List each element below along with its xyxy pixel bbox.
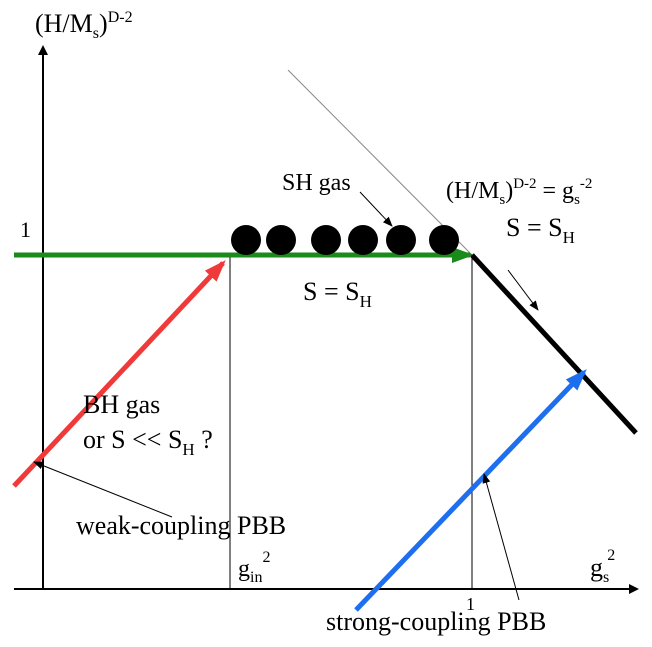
bh-gas-question: or S << SH ? — [83, 425, 213, 459]
thin-diagonal-line — [287, 69, 473, 256]
weak-coupling-label: weak-coupling PBB — [76, 511, 286, 540]
boundary-equation: (H/Ms)D-2 = gs-2 — [446, 176, 592, 208]
boundary-pointer — [507, 269, 539, 311]
weak-coupling-pointer — [33, 461, 173, 518]
strong-coupling-label: strong-coupling PBB — [326, 607, 546, 636]
x-axis-label: gs2 — [590, 547, 615, 586]
s-equals-sh-right: S = SH — [506, 213, 575, 247]
y-tick-one: 1 — [20, 217, 31, 242]
s-equals-sh-middle: S = SH — [303, 277, 372, 311]
dot — [266, 225, 296, 255]
red-arrow — [12, 260, 226, 488]
boundary-line — [470, 253, 638, 435]
dot — [348, 225, 378, 255]
sh-gas-label: SH gas — [282, 170, 351, 196]
blue-arrow — [354, 369, 587, 612]
x-tick-one: 1 — [466, 594, 475, 614]
g-in-squared-label: gin2 — [238, 549, 270, 586]
dot — [386, 225, 416, 255]
strong-coupling-pointer — [482, 473, 520, 601]
dot — [311, 225, 341, 255]
y-axis-label: (H/Ms)D-2 — [35, 9, 133, 42]
dot — [231, 225, 261, 255]
sh-gas-dots — [231, 225, 459, 255]
sh-gas-pointer — [359, 191, 393, 227]
dot — [429, 225, 459, 255]
bh-gas-label: BH gas — [83, 390, 160, 419]
